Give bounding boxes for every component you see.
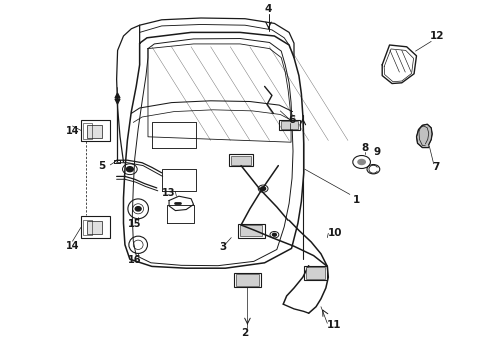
Text: 16: 16 [128,255,142,265]
Text: 8: 8 [362,143,368,153]
Text: 10: 10 [327,228,342,238]
Bar [236,274,259,286]
Text: 7: 7 [432,162,440,172]
Text: 15: 15 [128,219,142,229]
Bar [238,224,265,238]
Circle shape [357,159,366,165]
Text: 13: 13 [162,188,176,198]
Text: 11: 11 [327,320,342,330]
Polygon shape [416,124,432,148]
Text: 12: 12 [430,31,444,41]
Text: 3: 3 [220,242,226,252]
Bar [229,154,253,166]
Bar [281,121,298,129]
Circle shape [135,207,141,211]
Text: 4: 4 [265,4,272,14]
Text: 5: 5 [98,161,105,171]
Bar [231,156,251,165]
Text: 9: 9 [374,147,381,157]
Text: 6: 6 [288,114,295,125]
Bar [306,267,325,279]
Circle shape [272,233,276,236]
Bar [240,225,262,236]
Text: 14: 14 [66,126,79,136]
Bar [234,273,261,287]
Text: 2: 2 [242,328,248,338]
Text: 1: 1 [353,195,360,205]
Bar [87,221,102,234]
Bar [83,123,92,139]
Bar [81,216,110,238]
Circle shape [126,167,133,172]
Circle shape [261,187,266,190]
Bar [83,220,92,235]
Bar [87,125,102,138]
Text: 14: 14 [66,240,79,251]
Bar [81,120,110,141]
Bar [304,266,327,280]
Bar [279,120,300,130]
